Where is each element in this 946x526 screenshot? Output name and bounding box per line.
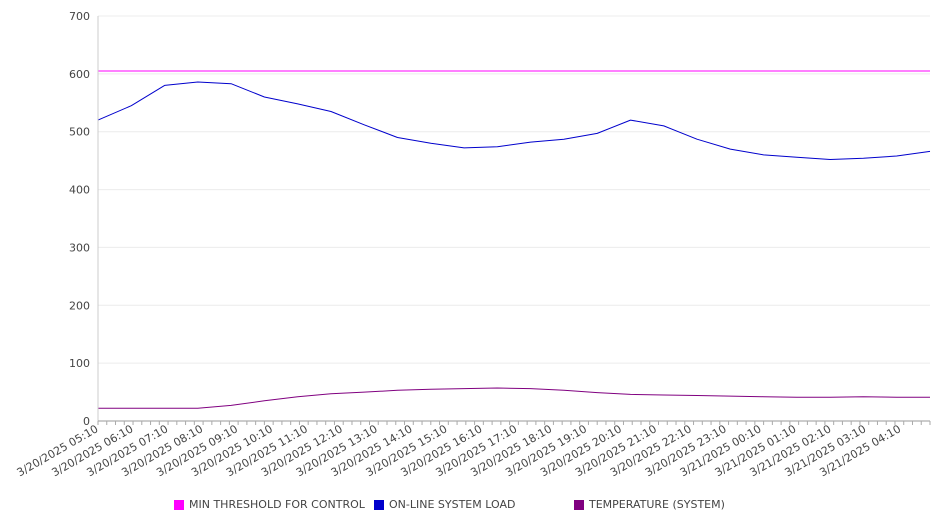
y-tick-label: 100 — [69, 357, 90, 370]
legend-swatch-temperature — [574, 499, 584, 510]
y-tick-label: 500 — [69, 126, 90, 139]
legend-item-temperature[interactable]: TEMPERATURE (SYSTEM) — [574, 498, 725, 511]
legend-item-threshold[interactable]: MIN THRESHOLD FOR CONTROL — [174, 498, 365, 511]
y-tick-label: 600 — [69, 68, 90, 81]
y-tick-label: 300 — [69, 241, 90, 254]
series-line-system-load — [97, 81, 931, 160]
y-tick-label: 700 — [69, 10, 90, 23]
legend-label-threshold: MIN THRESHOLD FOR CONTROL — [189, 498, 365, 511]
legend-swatch-system-load — [374, 499, 384, 510]
x-axis-ticks: 3/20/2025 05:103/20/2025 06:103/20/2025 … — [15, 421, 931, 479]
legend-item-system-load[interactable]: ON-LINE SYSTEM LOAD — [374, 498, 515, 511]
y-tick-label: 400 — [69, 184, 90, 197]
y-tick-label: 200 — [69, 299, 90, 312]
legend-label-temperature: TEMPERATURE (SYSTEM) — [589, 498, 725, 511]
legend: MIN THRESHOLD FOR CONTROL ON-LINE SYSTEM… — [174, 498, 874, 514]
legend-label-system-load: ON-LINE SYSTEM LOAD — [389, 498, 516, 511]
y-tick-label: 0 — [83, 415, 90, 428]
series-line-temperature — [98, 387, 930, 409]
series-layer — [97, 70, 931, 409]
gridlines — [98, 15, 930, 364]
legend-swatch-threshold — [174, 499, 184, 510]
y-axis-ticks: 0 100 200 300 400 500 600 700 — [69, 10, 90, 428]
